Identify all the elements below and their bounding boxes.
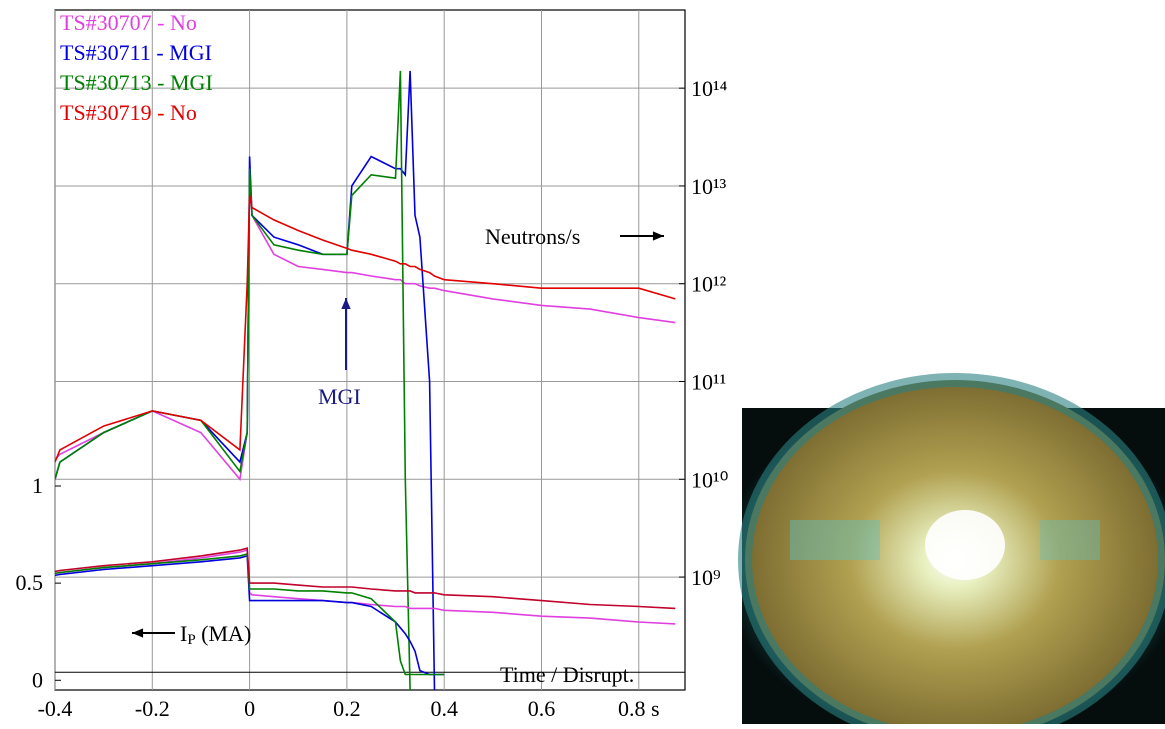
x-axis-label: Time / Disrupt. (500, 662, 634, 687)
x-tick-label: -0.4 (38, 696, 73, 721)
y-axis-label-part: P (187, 632, 195, 648)
y-tick-label: 1 (32, 473, 43, 498)
series-line (55, 547, 676, 610)
y2-tick-label: 10¹³ (691, 174, 727, 199)
x-tick-label: 0.8 s (618, 696, 660, 721)
legend-entry: TS#30711 - MGI (60, 40, 212, 65)
y-label-arrow-head (132, 628, 144, 638)
x-tick-label: 0.6 (528, 696, 556, 721)
camera-photo (738, 373, 1165, 729)
y-tick-label: 0.5 (16, 570, 44, 595)
y2-label-arrow-head (652, 231, 664, 241)
y-tick-label: 0 (32, 667, 43, 692)
y2-axis-label: Neutrons/s (485, 224, 580, 249)
legend-entry: TS#30713 - MGI (60, 70, 213, 95)
x-tick-label: -0.2 (135, 696, 170, 721)
lines (55, 70, 676, 690)
series-line (55, 168, 676, 482)
y2-tick-label: 10⁹ (691, 565, 721, 590)
series-line (55, 70, 436, 690)
series-line (55, 70, 411, 690)
series-line (55, 552, 445, 676)
series-line (55, 195, 676, 463)
legend-entry: TS#30707 - No (60, 10, 197, 35)
y-axis-label-part: (MA) (196, 621, 252, 646)
series-line (55, 554, 445, 676)
y2-tick-label: 10¹⁰ (691, 467, 729, 492)
y-axis-label-part: I (180, 621, 187, 646)
x-tick-label: 0 (244, 696, 255, 721)
y2-tick-label: 10¹² (691, 272, 727, 297)
x-tick-label: 0.2 (333, 696, 361, 721)
series-line (55, 549, 676, 625)
y2-tick-label: 10¹¹ (691, 370, 726, 395)
y-axis-label: IP (MA) (180, 621, 251, 648)
mgi-annotation: MGI (318, 384, 361, 409)
x-tick-label: 0.4 (430, 696, 458, 721)
labels: -0.4 -0.2 0 0.2 0.4 0.6 0.8 s 0 0.5 1 10⁹ 10¹⁰ 10¹¹ 1… (16, 10, 729, 721)
mgi-arrow-head (341, 298, 351, 310)
legend-entry: TS#30719 - No (60, 100, 197, 125)
y2-tick-label: 10¹⁴ (691, 76, 728, 101)
